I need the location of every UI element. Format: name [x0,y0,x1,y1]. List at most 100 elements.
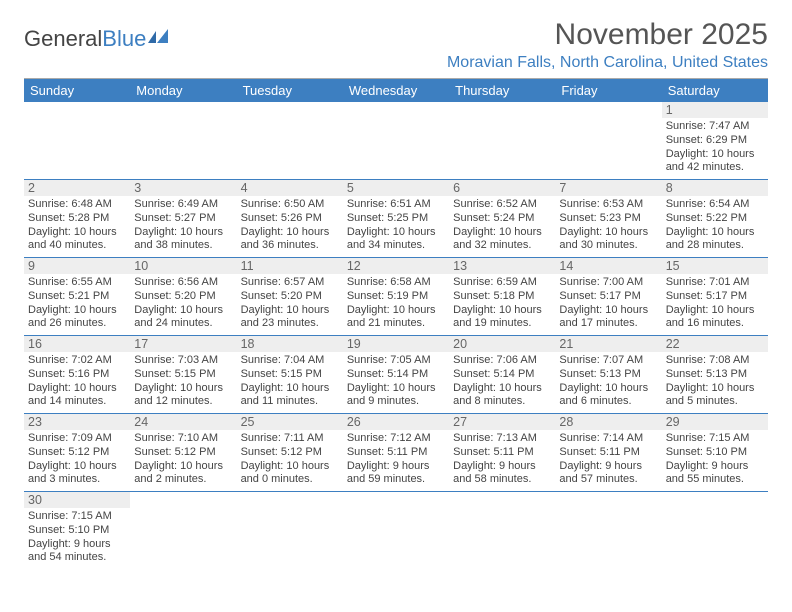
daylight-line: Daylight: 10 hours and 6 minutes. [559,382,657,410]
sunset-line: Sunset: 5:10 PM [666,446,764,460]
calendar-cell: 9Sunrise: 6:55 AMSunset: 5:21 PMDaylight… [24,258,130,336]
weekday-header: Wednesday [343,79,449,102]
sunset-line: Sunset: 5:15 PM [241,368,339,382]
calendar-cell [343,102,449,180]
day-info: Sunrise: 6:51 AMSunset: 5:25 PMDaylight:… [347,198,445,253]
calendar-cell: 2Sunrise: 6:48 AMSunset: 5:28 PMDaylight… [24,180,130,258]
sunrise-line: Sunrise: 6:57 AM [241,276,339,290]
calendar-cell: 28 Sunrise: 7:14 AMSunset: 5:11 PMDayligh… [555,414,661,492]
daylight-line: Daylight: 10 hours and 21 minutes. [347,304,445,332]
daylight-line: Daylight: 10 hours and 16 minutes. [666,304,764,332]
daylight-line: Daylight: 10 hours and 17 minutes. [559,304,657,332]
day-info: Sunrise: 6:52 AMSunset: 5:24 PMDaylight:… [453,198,551,253]
day-info: Sunrise: 7:00 AMSunset: 5:17 PMDaylight:… [559,276,657,331]
daylight-line: Daylight: 10 hours and 0 minutes. [241,460,339,488]
day-info: Sunrise: 7:07 AMSunset: 5:13 PMDaylight:… [559,354,657,409]
day-info: Sunrise: 7:05 AMSunset: 5:14 PMDaylight:… [347,354,445,409]
calendar-cell [24,102,130,180]
calendar-cell: 14Sunrise: 7:00 AMSunset: 5:17 PMDayligh… [555,258,661,336]
sunrise-line: Sunrise: 7:14 AM [559,432,657,446]
calendar-row: 30Sunrise: 7:15 AMSunset: 5:10 PMDayligh… [24,492,768,570]
daylight-line: Daylight: 10 hours and 2 minutes. [134,460,232,488]
calendar-row: 23Sunrise: 7:09 AMSunset: 5:12 PMDayligh… [24,414,768,492]
sunset-line: Sunset: 5:25 PM [347,212,445,226]
sunrise-line: Sunrise: 7:15 AM [666,432,764,446]
calendar-cell: 8Sunrise: 6:54 AMSunset: 5:22 PMDaylight… [662,180,768,258]
day-info: Sunrise: 7:15 AMSunset: 5:10 PMDaylight:… [666,432,764,487]
weekday-header-row: SundayMondayTuesdayWednesdayThursdayFrid… [24,79,768,102]
day-number: 12 [343,258,449,274]
sunrise-line: Sunrise: 7:12 AM [347,432,445,446]
calendar-cell: 16Sunrise: 7:02 AMSunset: 5:16 PMDayligh… [24,336,130,414]
sunrise-line: Sunrise: 7:03 AM [134,354,232,368]
daylight-line: Daylight: 9 hours and 54 minutes. [28,538,126,566]
calendar-cell: 23 Sunrise: 7:09 AMSunset: 5:12 PMDayligh… [24,414,130,492]
calendar-cell: 25 Sunrise: 7:11 AMSunset: 5:12 PMDayligh… [237,414,343,492]
calendar-cell: 13Sunrise: 6:59 AMSunset: 5:18 PMDayligh… [449,258,555,336]
logo-text-1: General [24,26,102,52]
day-number: 20 [449,336,555,352]
calendar-row: 1Sunrise: 7:47 AMSunset: 6:29 PMDaylight… [24,102,768,180]
calendar-cell [130,492,236,570]
daylight-line: Daylight: 10 hours and 12 minutes. [134,382,232,410]
sunrise-line: Sunrise: 6:50 AM [241,198,339,212]
day-number: 21 [555,336,661,352]
sunset-line: Sunset: 5:26 PM [241,212,339,226]
sunrise-line: Sunrise: 6:55 AM [28,276,126,290]
sunrise-line: Sunrise: 6:54 AM [666,198,764,212]
day-info: Sunrise: 7:02 AMSunset: 5:16 PMDaylight:… [28,354,126,409]
day-number: 28 [555,414,661,430]
calendar-cell: 1Sunrise: 7:47 AMSunset: 6:29 PMDaylight… [662,102,768,180]
day-info: Sunrise: 6:49 AMSunset: 5:27 PMDaylight:… [134,198,232,253]
daylight-line: Daylight: 10 hours and 42 minutes. [666,148,764,176]
sunrise-line: Sunrise: 7:11 AM [241,432,339,446]
daylight-line: Daylight: 10 hours and 30 minutes. [559,226,657,254]
sunset-line: Sunset: 5:20 PM [134,290,232,304]
weekday-header: Sunday [24,79,130,102]
day-number: 23 [24,414,130,430]
daylight-line: Daylight: 10 hours and 8 minutes. [453,382,551,410]
sunrise-line: Sunrise: 7:05 AM [347,354,445,368]
calendar-cell: 26Sunrise: 7:12 AMSunset: 5:11 PMDayligh… [343,414,449,492]
sunrise-line: Sunrise: 6:58 AM [347,276,445,290]
calendar-cell: 4Sunrise: 6:50 AMSunset: 5:26 PMDaylight… [237,180,343,258]
sunrise-line: Sunrise: 7:09 AM [28,432,126,446]
sunrise-line: Sunrise: 6:52 AM [453,198,551,212]
calendar-cell: 30Sunrise: 7:15 AMSunset: 5:10 PMDayligh… [24,492,130,570]
daylight-line: Daylight: 10 hours and 24 minutes. [134,304,232,332]
day-info: Sunrise: 7:09 AMSunset: 5:12 PMDaylight:… [28,432,126,487]
location: Moravian Falls, North Carolina, United S… [447,54,768,72]
calendar-cell: 18Sunrise: 7:04 AMSunset: 5:15 PMDayligh… [237,336,343,414]
daylight-line: Daylight: 10 hours and 40 minutes. [28,226,126,254]
sunset-line: Sunset: 5:16 PM [28,368,126,382]
day-number: 25 [237,414,343,430]
weekday-header: Saturday [662,79,768,102]
calendar-cell [555,492,661,570]
sunset-line: Sunset: 5:12 PM [241,446,339,460]
day-number: 6 [449,180,555,196]
sunrise-line: Sunrise: 7:47 AM [666,120,764,134]
calendar-cell: 22Sunrise: 7:08 AMSunset: 5:13 PMDayligh… [662,336,768,414]
logo-text-2: Blue [102,26,146,52]
day-info: Sunrise: 6:58 AMSunset: 5:19 PMDaylight:… [347,276,445,331]
sunset-line: Sunset: 5:20 PM [241,290,339,304]
day-info: Sunrise: 6:50 AMSunset: 5:26 PMDaylight:… [241,198,339,253]
sunset-line: Sunset: 5:28 PM [28,212,126,226]
calendar-cell [449,102,555,180]
day-info: Sunrise: 6:54 AMSunset: 5:22 PMDaylight:… [666,198,764,253]
sunset-line: Sunset: 5:11 PM [559,446,657,460]
daylight-line: Daylight: 10 hours and 38 minutes. [134,226,232,254]
day-info: Sunrise: 7:14 AMSunset: 5:11 PMDaylight:… [559,432,657,487]
daylight-line: Daylight: 10 hours and 5 minutes. [666,382,764,410]
sunset-line: Sunset: 6:29 PM [666,134,764,148]
calendar-cell: 19Sunrise: 7:05 AMSunset: 5:14 PMDayligh… [343,336,449,414]
calendar-cell: 11Sunrise: 6:57 AMSunset: 5:20 PMDayligh… [237,258,343,336]
sunrise-line: Sunrise: 6:59 AM [453,276,551,290]
calendar-cell [237,492,343,570]
day-number: 11 [237,258,343,274]
sunset-line: Sunset: 5:18 PM [453,290,551,304]
calendar-cell [130,102,236,180]
daylight-line: Daylight: 10 hours and 32 minutes. [453,226,551,254]
calendar-cell: 3Sunrise: 6:49 AMSunset: 5:27 PMDaylight… [130,180,236,258]
sunset-line: Sunset: 5:14 PM [453,368,551,382]
